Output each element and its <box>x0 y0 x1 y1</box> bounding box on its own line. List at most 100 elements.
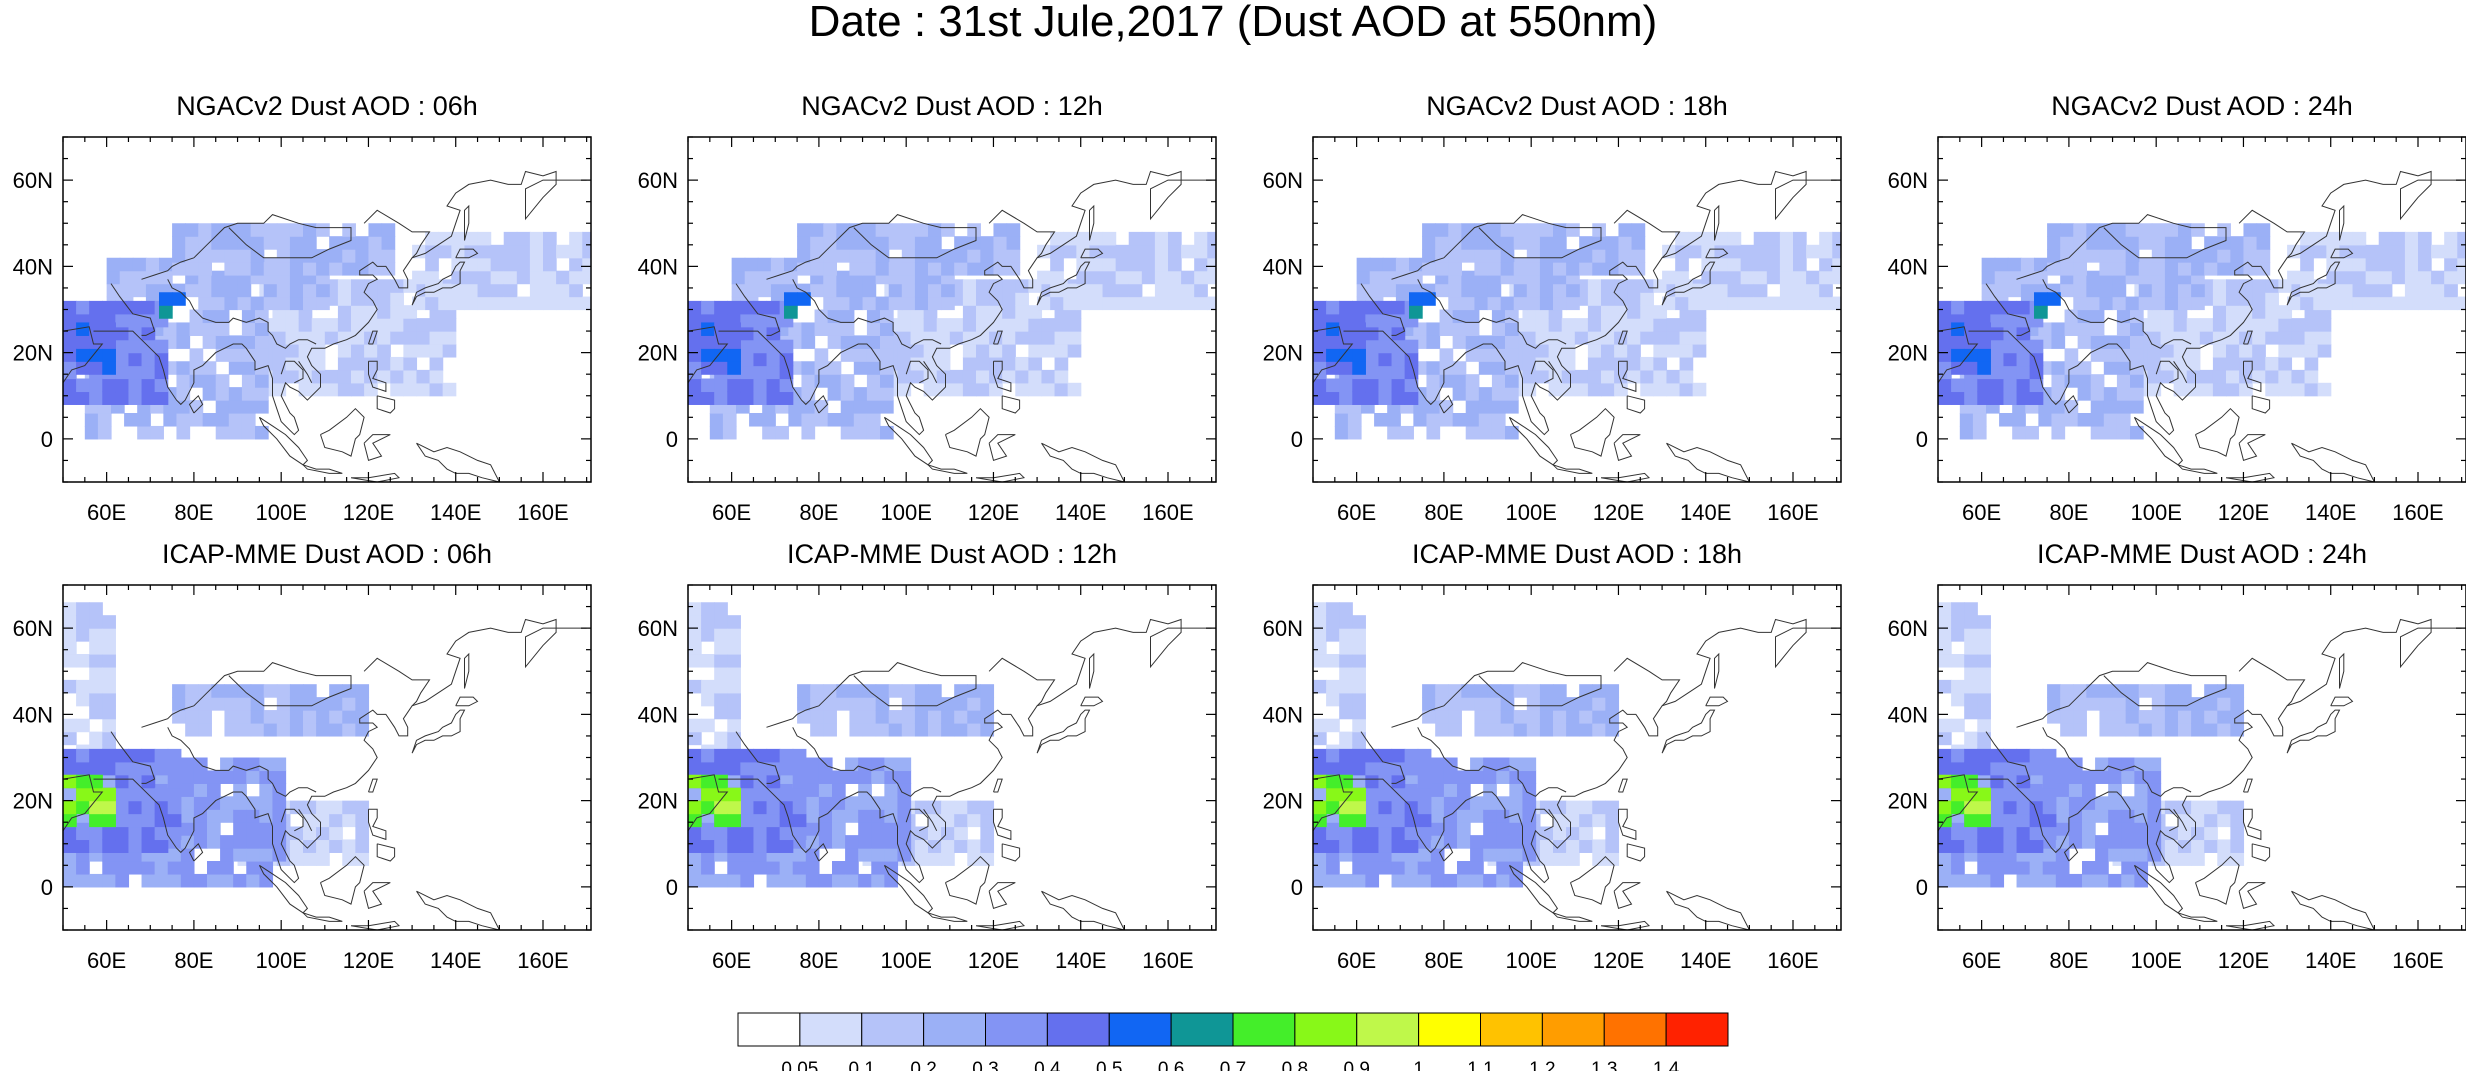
aod-cell <box>1326 787 1340 802</box>
coastline <box>320 855 365 905</box>
aod-cell <box>1439 309 1454 324</box>
aod-cell <box>1627 369 1641 384</box>
aod-cell <box>1574 382 1589 397</box>
aod-cell <box>1977 787 1991 802</box>
aod-cell <box>2064 361 2079 375</box>
aod-cell <box>805 796 820 810</box>
aod-cell <box>1561 369 1576 384</box>
aod-cell <box>2116 387 2131 401</box>
aod-cell <box>76 335 90 349</box>
aod-cell <box>688 718 702 733</box>
aod-cell <box>941 813 955 828</box>
aod-cell <box>1509 873 1524 888</box>
aod-cell <box>1054 344 1069 358</box>
coastline <box>1938 774 1979 832</box>
aod-cell <box>2112 249 2127 263</box>
aod-cell <box>788 413 803 427</box>
aod-cell <box>1675 231 1689 246</box>
aod-cell <box>1951 873 1965 888</box>
aod-cell <box>2204 236 2218 250</box>
aod-cell <box>1391 391 1406 405</box>
aod-cell <box>2164 236 2179 250</box>
aod-cell <box>871 796 885 810</box>
aod-cell <box>1443 783 1458 797</box>
aod-cell <box>1326 348 1340 362</box>
aod-cell <box>753 861 768 875</box>
aod-cell <box>272 783 287 797</box>
aod-cell <box>1465 309 1480 324</box>
aod-cell <box>1579 236 1593 250</box>
aod-cell <box>832 809 846 823</box>
aod-cell <box>1102 257 1117 272</box>
aod-cell <box>849 249 864 263</box>
aod-cell <box>797 684 811 698</box>
aod-cell <box>714 873 728 888</box>
aod-cell <box>1347 425 1362 440</box>
aod-cell <box>2108 835 2122 849</box>
aod-cell <box>2243 223 2258 237</box>
aod-cell <box>2252 344 2266 358</box>
aod-cell <box>311 369 326 384</box>
aod-cell <box>76 391 90 405</box>
aod-cell <box>967 813 981 828</box>
aod-cell <box>1465 400 1480 414</box>
aod-cell <box>1662 296 1676 311</box>
y-tick-label: 20N <box>1888 789 1928 814</box>
aod-cell <box>311 356 326 371</box>
aod-cell <box>1587 382 1602 397</box>
aod-cell <box>425 244 439 259</box>
aod-cell <box>503 270 518 285</box>
aod-cell <box>792 826 807 841</box>
aod-cell <box>102 322 116 336</box>
x-tick-label: 60E <box>87 948 126 973</box>
coastline <box>302 912 343 922</box>
aod-cell <box>1601 318 1615 332</box>
coastline <box>923 809 938 832</box>
aod-cell <box>76 602 90 616</box>
aod-cell <box>1994 283 2009 298</box>
aod-cell <box>141 748 156 763</box>
aod-cell <box>2230 839 2245 853</box>
aod-cell <box>477 231 492 246</box>
aod-cell <box>2073 236 2087 250</box>
aod-cell <box>154 761 169 776</box>
aod-cell <box>688 731 702 746</box>
aod-cell <box>897 822 912 836</box>
aod-cell <box>1313 800 1327 815</box>
aod-cell <box>1461 296 1476 311</box>
aod-cell <box>303 283 317 298</box>
aod-cell <box>1352 839 1366 853</box>
aod-cell <box>866 387 881 401</box>
aod-cell <box>1605 852 1620 866</box>
aod-cell <box>2003 826 2018 841</box>
aod-cell <box>285 369 300 384</box>
aod-cell <box>1553 800 1567 815</box>
aod-cell <box>1347 413 1362 427</box>
aod-cell <box>1089 296 1104 311</box>
aod-cell <box>425 257 439 272</box>
coastline <box>363 209 431 259</box>
aod-cell <box>1417 800 1432 815</box>
aod-cell <box>1605 826 1620 841</box>
aod-cell <box>2186 331 2201 345</box>
aod-cell <box>709 413 724 427</box>
aod-cell <box>2125 723 2140 737</box>
aod-cell <box>1395 283 1410 298</box>
aod-cell <box>276 684 291 698</box>
aod-cell <box>1714 257 1729 272</box>
aod-cell <box>1526 236 1541 250</box>
aod-cell <box>1102 231 1117 246</box>
aod-cell <box>1404 339 1419 354</box>
aod-cell <box>779 813 794 828</box>
aod-cell <box>529 231 544 246</box>
aod-cell <box>1339 731 1353 746</box>
aod-cell <box>1430 796 1445 810</box>
aod-cell <box>1378 391 1393 405</box>
aod-cell <box>2391 257 2406 272</box>
aod-cell <box>237 723 252 737</box>
aod-cell <box>962 292 977 306</box>
aod-cell <box>289 697 304 711</box>
aod-cell <box>233 796 247 810</box>
coastline <box>1391 705 1445 728</box>
aod-cell <box>189 322 204 336</box>
